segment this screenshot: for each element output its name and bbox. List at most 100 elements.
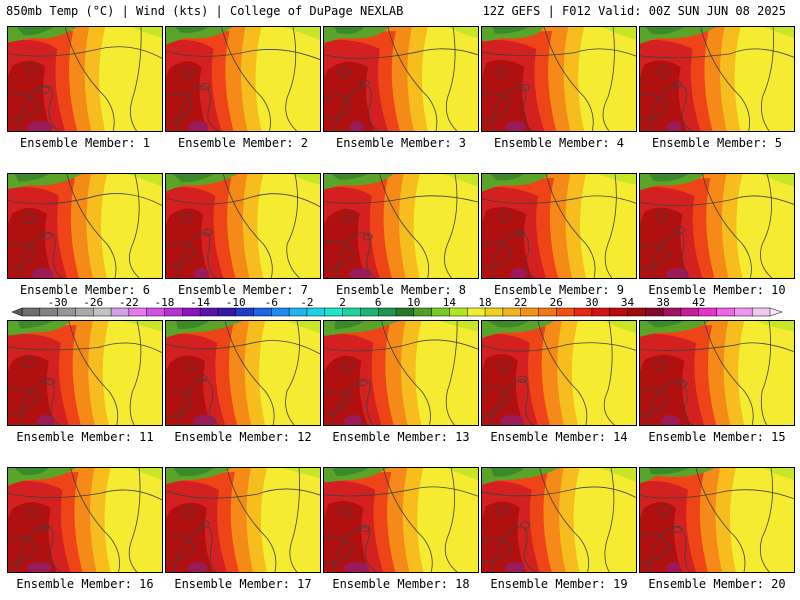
chart-title: 850mb Temp (°C) | Wind (kts) | College o… bbox=[6, 4, 404, 18]
colorbar-tick-label: -10 bbox=[226, 296, 246, 309]
colorbar-swatch bbox=[164, 307, 183, 317]
ensemble-panel: Ensemble Member: 9 bbox=[481, 173, 637, 297]
ensemble-panel: Ensemble Member: 1 bbox=[7, 26, 163, 150]
colorbar-low-arrow bbox=[11, 307, 23, 317]
temperature-map bbox=[7, 173, 163, 279]
map-graphic bbox=[482, 27, 636, 131]
ensemble-panel: Ensemble Member: 3 bbox=[323, 26, 479, 150]
map-graphic bbox=[324, 174, 478, 278]
map-graphic bbox=[482, 174, 636, 278]
member-label: Ensemble Member: 12 bbox=[174, 430, 312, 444]
member-label: Ensemble Member: 4 bbox=[493, 136, 625, 150]
map-graphic bbox=[8, 321, 162, 425]
ensemble-panel: Ensemble Member: 19 bbox=[481, 467, 637, 591]
map-graphic bbox=[166, 321, 320, 425]
colorbar-tick-label: -6 bbox=[265, 296, 278, 309]
colorbar-graphic: -30 -26 -22 -18 -14 -10 -6 -2 2 6 10 14 18 22 26 30 34 38… bbox=[11, 296, 783, 317]
member-label: Ensemble Member: 14 bbox=[490, 430, 628, 444]
colorbar-swatch bbox=[645, 307, 664, 317]
colorbar-swatch bbox=[698, 307, 718, 317]
colorbar-swatch bbox=[146, 307, 166, 317]
member-label: Ensemble Member: 5 bbox=[651, 136, 783, 150]
colorbar-swatch bbox=[235, 307, 255, 317]
ensemble-panel: Ensemble Member: 20 bbox=[639, 467, 795, 591]
colorbar-swatch bbox=[342, 307, 362, 317]
map-graphic bbox=[8, 468, 162, 572]
member-label: Ensemble Member: 2 bbox=[177, 136, 309, 150]
colorbar-tick-label: -14 bbox=[190, 296, 210, 309]
member-label: Ensemble Member: 3 bbox=[335, 136, 467, 150]
member-label: Ensemble Member: 6 bbox=[19, 283, 151, 297]
ensemble-panel: Ensemble Member: 16 bbox=[7, 467, 163, 591]
colorbar-tick-label: 18 bbox=[478, 296, 491, 309]
colorbar-swatch bbox=[324, 307, 344, 317]
colorbar-swatch bbox=[39, 307, 59, 317]
colorbar-tick-label: 42 bbox=[692, 296, 705, 309]
colorbar-swatch bbox=[128, 307, 148, 317]
ensemble-panel: Ensemble Member: 8 bbox=[323, 173, 479, 297]
colorbar-tick-label: 38 bbox=[657, 296, 670, 309]
colorbar-tick-label: 34 bbox=[621, 296, 635, 309]
colorbar-swatch bbox=[21, 307, 41, 317]
ensemble-panel: Ensemble Member: 13 bbox=[323, 320, 479, 444]
ensemble-panel: Ensemble Member: 10 bbox=[639, 173, 795, 297]
member-label: Ensemble Member: 20 bbox=[648, 577, 786, 591]
colorbar-tick-label: -22 bbox=[119, 296, 139, 309]
colorbar-swatch bbox=[306, 307, 326, 317]
colorbar-swatch bbox=[288, 307, 308, 317]
map-graphic bbox=[482, 468, 636, 572]
colorbar-tick-label: -2 bbox=[300, 296, 313, 309]
temperature-map bbox=[7, 467, 163, 573]
map-graphic bbox=[8, 27, 162, 131]
ensemble-panel: Ensemble Member: 6 bbox=[7, 173, 163, 297]
member-label: Ensemble Member: 16 bbox=[16, 577, 154, 591]
member-label: Ensemble Member: 15 bbox=[648, 430, 786, 444]
map-graphic bbox=[324, 468, 478, 572]
temperature-map bbox=[639, 173, 795, 279]
member-label: Ensemble Member: 11 bbox=[16, 430, 154, 444]
colorbar-swatch bbox=[413, 307, 433, 317]
map-graphic bbox=[324, 27, 478, 131]
temperature-map bbox=[323, 173, 479, 279]
temperature-map bbox=[7, 26, 163, 132]
colorbar-swatch bbox=[716, 307, 736, 317]
colorbar-swatch bbox=[662, 307, 682, 317]
run-valid-time: 12Z GEFS | F012 Valid: 00Z SUN JUN 08 20… bbox=[482, 4, 786, 18]
colorbar-swatch bbox=[182, 307, 201, 317]
ensemble-panel: Ensemble Member: 5 bbox=[639, 26, 795, 150]
colorbar-swatch bbox=[734, 307, 753, 317]
temperature-map bbox=[7, 320, 163, 426]
colorbar-swatch bbox=[502, 307, 522, 317]
member-label: Ensemble Member: 19 bbox=[490, 577, 628, 591]
ensemble-panel: Ensemble Member: 7 bbox=[165, 173, 321, 297]
colorbar-swatch bbox=[110, 307, 130, 317]
map-graphic bbox=[166, 174, 320, 278]
colorbar-tick-label: 6 bbox=[375, 296, 382, 309]
map-graphic bbox=[640, 27, 794, 131]
member-label: Ensemble Member: 7 bbox=[177, 283, 309, 297]
temperature-map bbox=[323, 26, 479, 132]
temperature-map bbox=[481, 467, 637, 573]
colorbar-swatch bbox=[627, 307, 646, 317]
map-graphic bbox=[640, 174, 794, 278]
temperature-map bbox=[639, 26, 795, 132]
member-label: Ensemble Member: 8 bbox=[335, 283, 467, 297]
colorbar-swatch bbox=[57, 307, 77, 317]
colorbar-swatch bbox=[199, 307, 219, 317]
temperature-map bbox=[639, 467, 795, 573]
map-graphic bbox=[640, 468, 794, 572]
colorbar-swatch bbox=[609, 307, 629, 317]
temperature-colorbar: -30 -26 -22 -18 -14 -10 -6 -2 2 6 10 14 18 22 26 30 34 38… bbox=[11, 296, 790, 320]
temperature-map bbox=[165, 173, 321, 279]
colorbar-swatch bbox=[573, 307, 593, 317]
colorbar-swatch bbox=[360, 307, 379, 317]
colorbar-tick-label: 2 bbox=[339, 296, 346, 309]
colorbar-swatch bbox=[556, 307, 575, 317]
ensemble-panel: Ensemble Member: 2 bbox=[165, 26, 321, 150]
ensemble-panel: Ensemble Member: 14 bbox=[481, 320, 637, 444]
ensemble-panel: Ensemble Member: 4 bbox=[481, 26, 637, 150]
ensemble-panel: Ensemble Member: 15 bbox=[639, 320, 795, 444]
colorbar-swatch bbox=[680, 307, 700, 317]
temperature-map bbox=[481, 173, 637, 279]
colorbar-swatch bbox=[92, 307, 112, 317]
